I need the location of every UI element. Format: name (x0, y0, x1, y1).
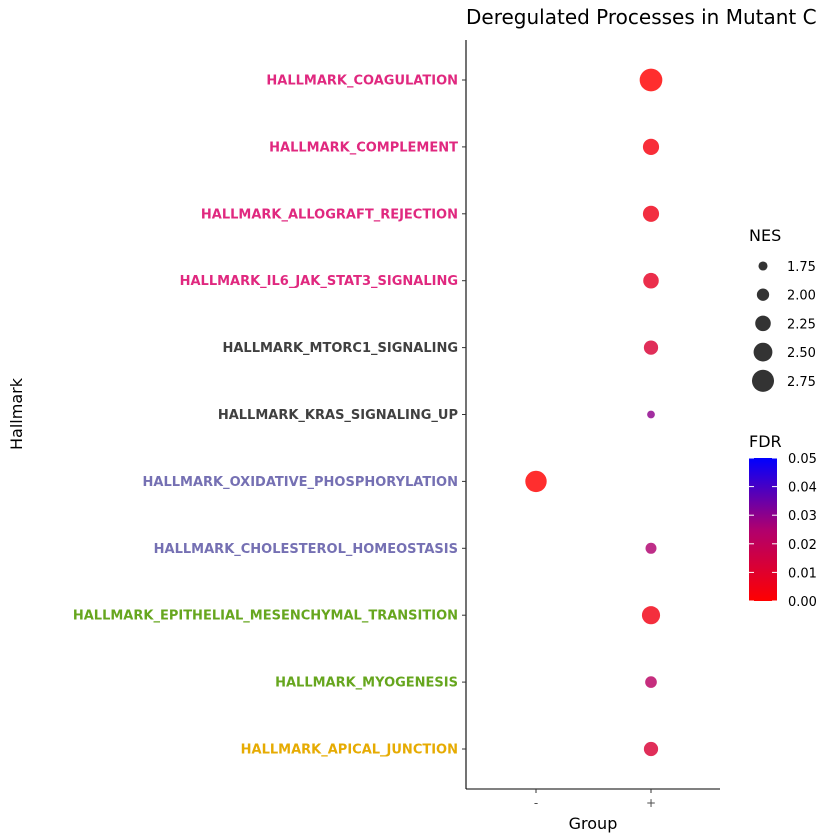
point-hallmark-kras-signaling-up (647, 410, 655, 419)
y-tick-label-hallmark-cholesterol-homeostasis: HALLMARK_CHOLESTEROL_HOMEOSTASIS (154, 542, 458, 557)
point-hallmark-myogenesis (645, 676, 657, 688)
color-legend-label: 0.04 (788, 481, 817, 496)
size-legend-dot (758, 261, 768, 271)
y-tick-label-hallmark-mtorc1-signaling: HALLMARK_MTORC1_SIGNALING (222, 341, 458, 356)
y-tick-label-hallmark-myogenesis: HALLMARK_MYOGENESIS (275, 676, 458, 691)
point-hallmark-allograft-rejection (642, 205, 660, 222)
y-axis-ticks: HALLMARK_COAGULATION HALLMARK_COMPLEMENT H… (73, 74, 466, 758)
point-hallmark-apical-junction (643, 741, 659, 757)
point-hallmark-mtorc1-signaling (643, 340, 659, 355)
size-legend-label: 1.75 (787, 260, 816, 275)
color-legend-label: 0.00 (788, 595, 817, 610)
color-legend-label: 0.03 (788, 509, 817, 524)
point-hallmark-coagulation (639, 68, 663, 92)
size-legend-label: 2.50 (787, 346, 816, 361)
color-legend-label: 0.05 (788, 452, 817, 467)
x-tick-label-plus: + (646, 796, 656, 810)
size-legend-label: 2.75 (787, 375, 816, 390)
y-axis-title: Hallmark (7, 377, 26, 450)
fdr-colorbar (749, 458, 777, 601)
x-axis-title: Group (569, 814, 618, 833)
y-tick-label-hallmark-apical-junction: HALLMARK_APICAL_JUNCTION (241, 743, 458, 758)
size-legend-dot (756, 288, 770, 301)
point-hallmark-cholesterol-homeostasis (645, 542, 657, 554)
x-axis-ticks: - + (534, 789, 656, 810)
plot-area (525, 68, 663, 757)
size-legend-label: 2.00 (787, 289, 816, 304)
y-tick-label-hallmark-complement: HALLMARK_COMPLEMENT (269, 140, 458, 155)
y-tick-label-hallmark-kras-signaling-up: HALLMARK_KRAS_SIGNALING_UP (218, 408, 458, 423)
color-legend-label: 0.02 (788, 538, 817, 553)
point-hallmark-complement (642, 138, 660, 155)
size-legend-label: 2.25 (787, 317, 816, 332)
size-legend: NES 1.75 2.00 2.25 2.50 2.75 (749, 226, 816, 392)
color-legend: FDR 0.05 0.04 0.03 0.02 0.01 0.00 (749, 432, 817, 610)
chart-title: Deregulated Processes in Mutant C (466, 5, 817, 29)
size-legend-dot (751, 369, 775, 392)
y-tick-label-hallmark-coagulation: HALLMARK_COAGULATION (266, 74, 458, 89)
y-tick-label-hallmark-epithelial-mesenchymal-transition: HALLMARK_EPITHELIAL_MESENCHYMAL_TRANSITI… (73, 609, 458, 624)
point-hallmark-epithelial-mesenchymal-transition (641, 606, 661, 625)
size-legend-dot (755, 315, 771, 332)
y-tick-label-hallmark-il6-jak-stat3-signaling: HALLMARK_IL6_JAK_STAT3_SIGNALING (180, 274, 458, 289)
color-legend-label: 0.01 (788, 566, 817, 581)
size-legend-dot (753, 342, 773, 362)
y-tick-label-hallmark-oxidative-phosphorylation: HALLMARK_OXIDATIVE_PHOSPHORYLATION (143, 475, 459, 490)
x-tick-label-minus: - (534, 796, 538, 810)
size-legend-title: NES (749, 226, 781, 245)
point-hallmark-il6-jak-stat3-signaling (643, 272, 659, 289)
y-tick-label-hallmark-allograft-rejection: HALLMARK_ALLOGRAFT_REJECTION (201, 207, 458, 222)
color-legend-title: FDR (749, 432, 782, 451)
point-hallmark-oxidative-phosphorylation (525, 470, 547, 493)
